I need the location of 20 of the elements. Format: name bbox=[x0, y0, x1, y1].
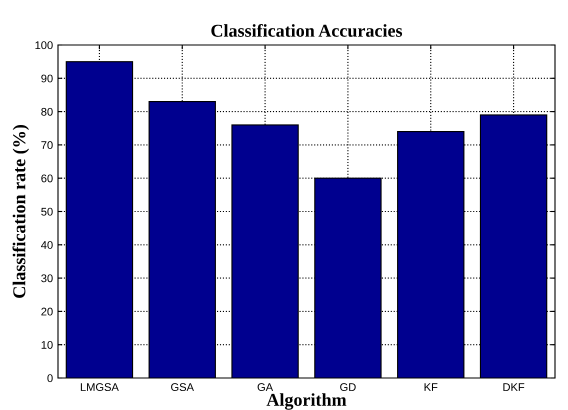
y-tick-label: 60 bbox=[41, 174, 53, 182]
y-tick-label: 10 bbox=[42, 340, 53, 349]
x-tick-label: GA bbox=[258, 383, 274, 392]
y-axis-title: Classification rate (%) bbox=[12, 125, 30, 298]
y-tick-label: 80 bbox=[41, 108, 53, 116]
x-tick-label: GSA bbox=[171, 383, 194, 392]
y-tick-label: 40 bbox=[41, 241, 53, 249]
x-tick-label: KF bbox=[424, 383, 438, 391]
y-tick-label: 0 bbox=[47, 374, 53, 382]
y-tick-label: 20 bbox=[41, 308, 53, 316]
y-tick-label: 100 bbox=[35, 41, 53, 50]
x-tick-label: LMGSA bbox=[80, 383, 119, 392]
x-tick-label: GD bbox=[340, 383, 356, 392]
y-tick-label: 90 bbox=[41, 74, 53, 82]
x-axis-title: Algorithm bbox=[266, 393, 346, 410]
y-tick-label: 70 bbox=[41, 141, 53, 150]
y-tick-label: 50 bbox=[41, 208, 53, 216]
x-tick-label: DKF bbox=[503, 383, 524, 391]
y-tick-label: 30 bbox=[41, 274, 53, 282]
chart-title: Classification Accuracies bbox=[211, 24, 402, 37]
